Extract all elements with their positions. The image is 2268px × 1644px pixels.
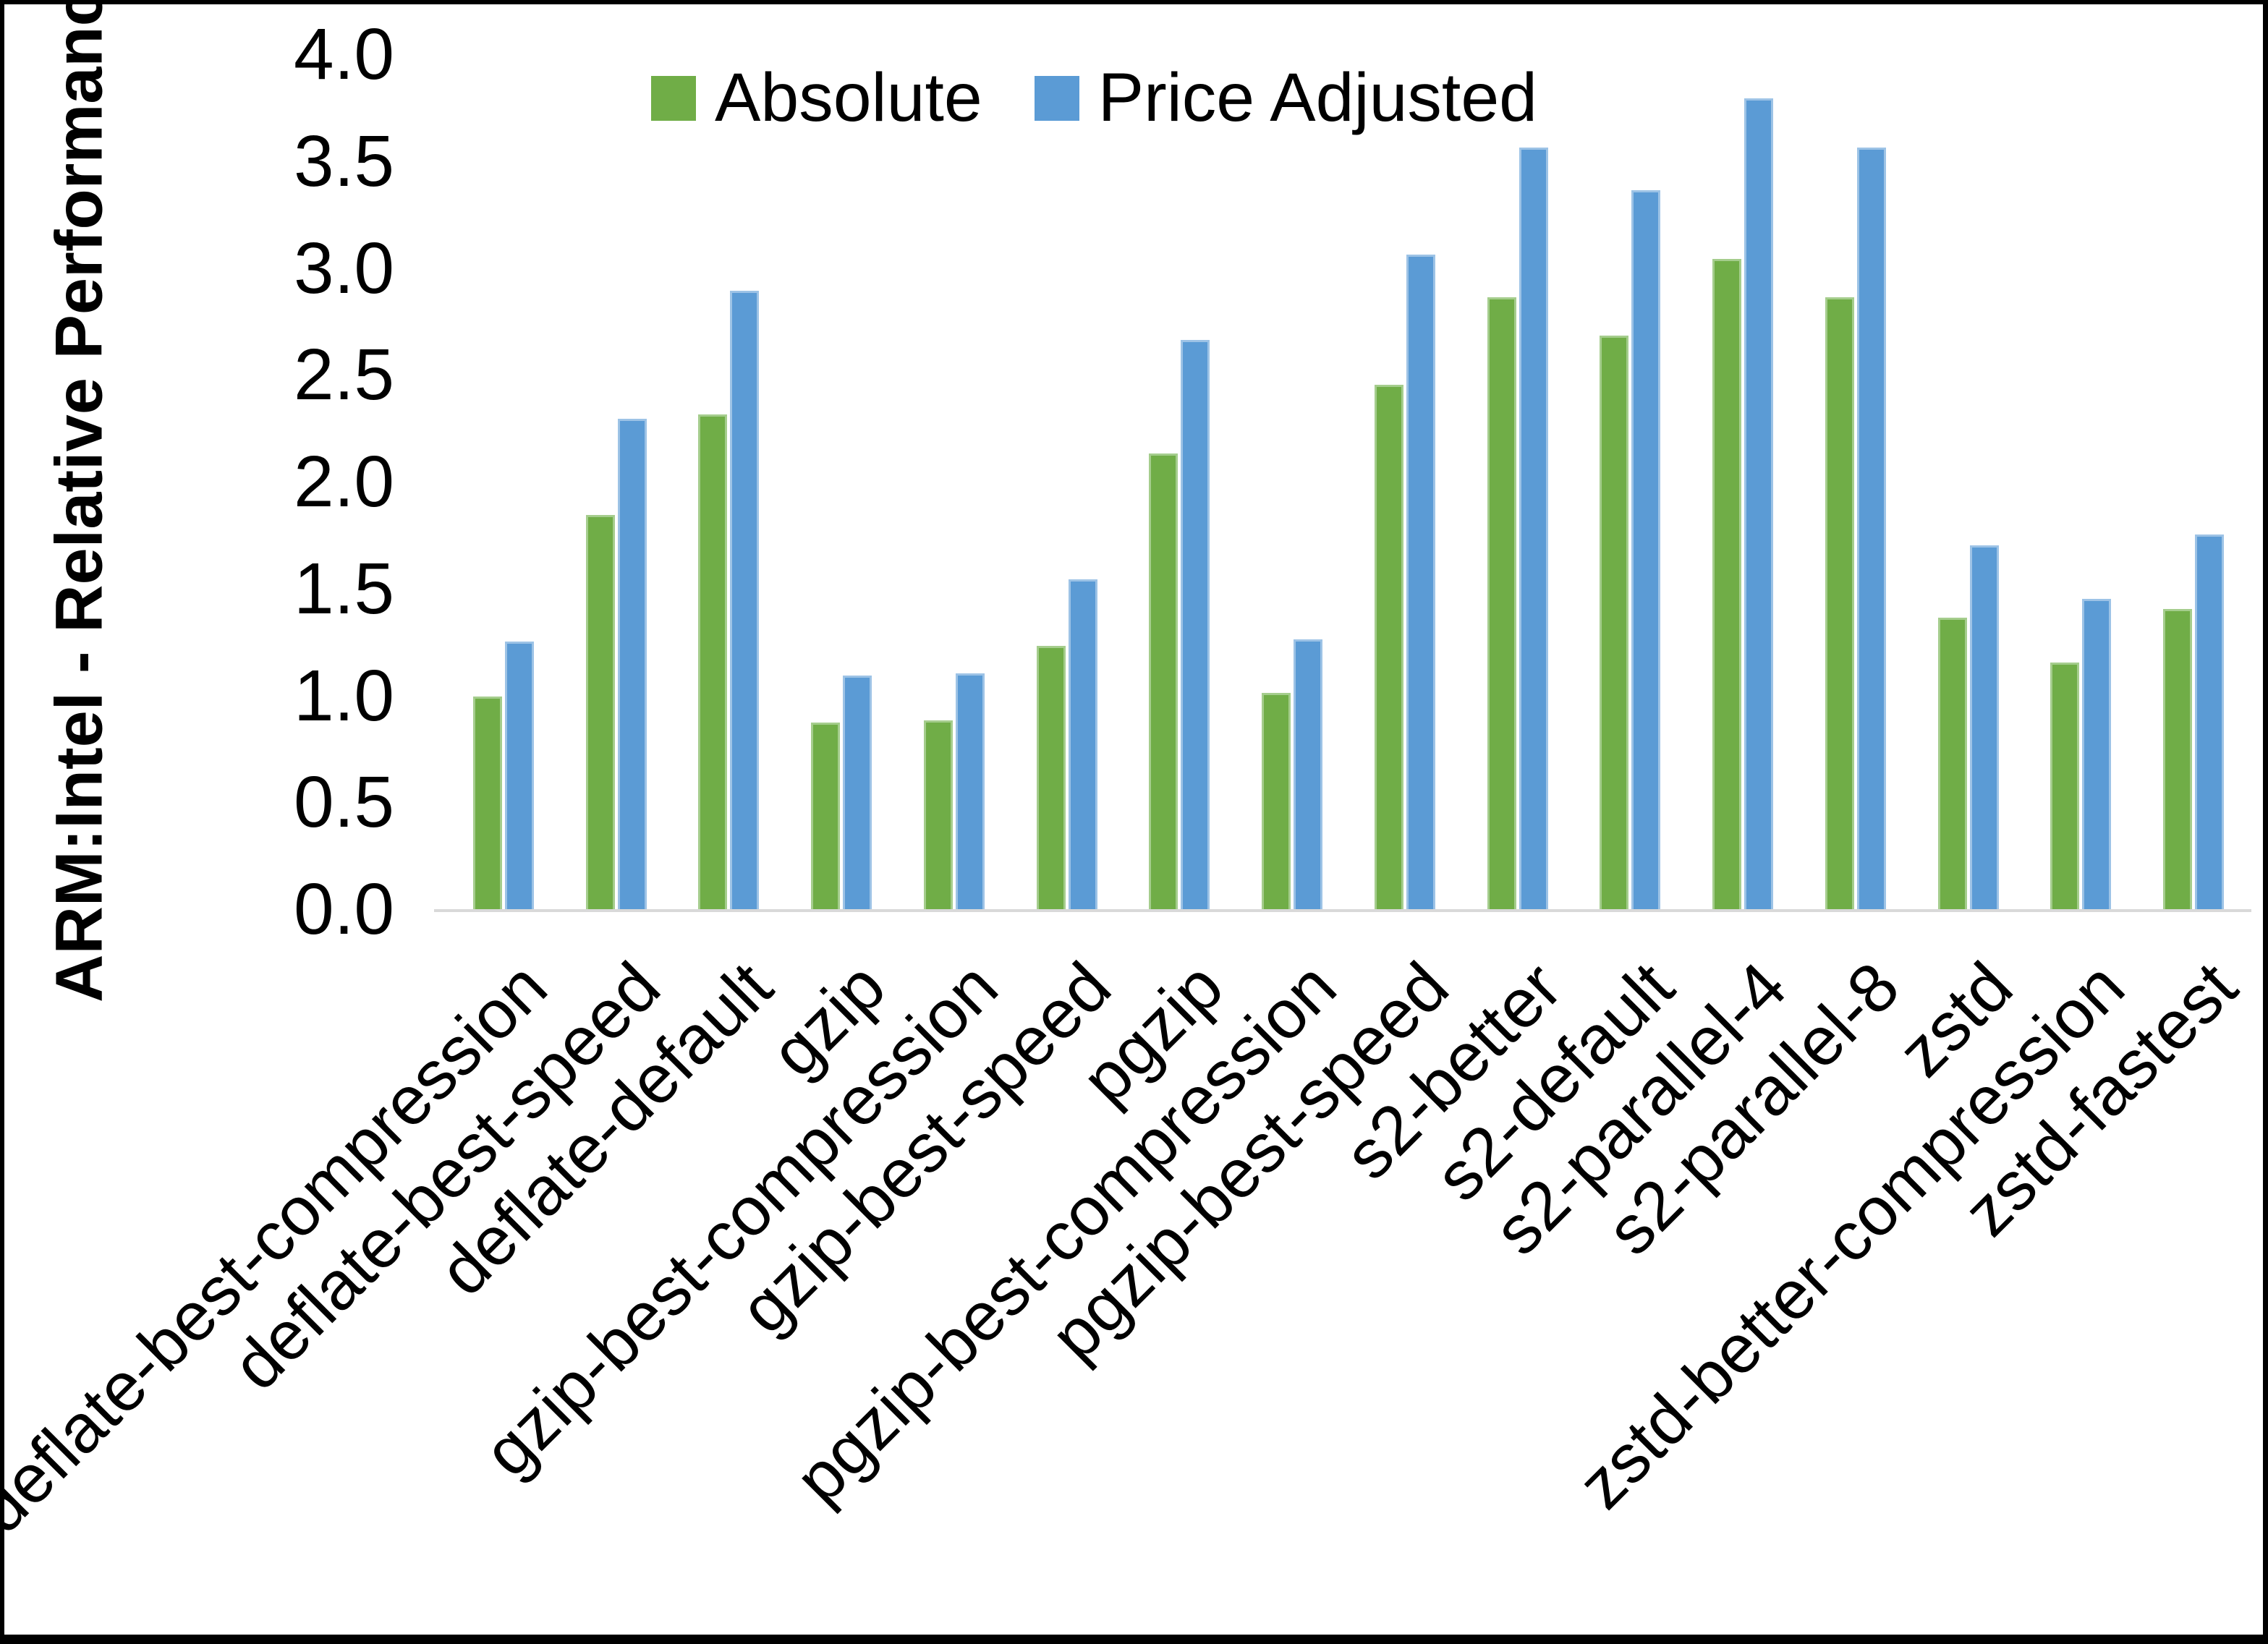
- bar-absolute-s2-better: [1487, 297, 1516, 911]
- y-tick-label-0.0: 0.0: [293, 869, 394, 950]
- y-tick-label-4.0: 4.0: [293, 14, 394, 95]
- y-tick-label-2.5: 2.5: [293, 334, 394, 415]
- frame-top: [0, 0, 2268, 4]
- bar-absolute-s2-default: [1600, 336, 1628, 911]
- plot-area: [447, 56, 2250, 911]
- bar-absolute-s2-parallel-4: [1712, 259, 1741, 911]
- bar-price-adjusted-pgzip-best-speed: [1406, 255, 1435, 911]
- frame-right: [2263, 0, 2268, 1644]
- bar-price-adjusted-gzip-best-compression: [956, 673, 985, 911]
- bar-price-adjusted-zstd-fastest: [2195, 534, 2224, 911]
- bar-price-adjusted-s2-parallel-4: [1744, 98, 1773, 911]
- y-tick-label-3.0: 3.0: [293, 228, 394, 309]
- bar-price-adjusted-deflate-best-compression: [505, 642, 534, 911]
- bar-price-adjusted-deflate-default: [730, 291, 759, 911]
- y-axis-title: ARM:Intel - Relative Performance: [42, 0, 116, 1002]
- bar-absolute-zstd-better-compression: [2050, 663, 2079, 911]
- y-tick-label-3.5: 3.5: [293, 121, 394, 202]
- legend-swatch-absolute-icon: [651, 75, 696, 121]
- bar-price-adjusted-gzip: [843, 676, 872, 911]
- y-tick-label-2.0: 2.0: [293, 441, 394, 522]
- legend-item-price-adjusted: Price Adjusted: [1034, 59, 1537, 136]
- frame-bottom: [0, 1635, 2268, 1644]
- y-tick-label-1.5: 1.5: [293, 548, 394, 629]
- bar-price-adjusted-s2-default: [1631, 190, 1660, 911]
- bar-absolute-gzip: [811, 723, 840, 911]
- y-tick-label-0.5: 0.5: [293, 762, 394, 843]
- legend-swatch-price-adjusted-icon: [1034, 75, 1079, 121]
- bar-absolute-deflate-best-compression: [473, 697, 502, 911]
- x-axis-line: [434, 909, 2251, 912]
- bar-absolute-zstd: [1938, 618, 1967, 911]
- bar-absolute-deflate-default: [698, 414, 727, 911]
- bar-absolute-pgzip: [1149, 453, 1178, 911]
- bar-absolute-pgzip-best-speed: [1375, 385, 1403, 911]
- bar-price-adjusted-zstd: [1970, 545, 1999, 911]
- bar-absolute-gzip-best-compression: [924, 720, 953, 911]
- bar-price-adjusted-zstd-better-compression: [2082, 599, 2111, 911]
- bar-price-adjusted-s2-better: [1519, 148, 1548, 911]
- frame-left: [0, 0, 4, 1644]
- y-tick-label-1.0: 1.0: [293, 655, 394, 736]
- bar-price-adjusted-s2-parallel-8: [1857, 148, 1886, 911]
- bar-absolute-deflate-best-speed: [586, 515, 615, 911]
- bar-absolute-zstd-fastest: [2163, 609, 2192, 911]
- bar-price-adjusted-gzip-best-speed: [1069, 579, 1097, 911]
- legend-label-price-adjusted: Price Adjusted: [1097, 59, 1537, 136]
- bar-price-adjusted-pgzip-best-compression: [1294, 639, 1322, 911]
- bar-absolute-pgzip-best-compression: [1262, 693, 1291, 911]
- bar-absolute-gzip-best-speed: [1037, 646, 1066, 911]
- legend: Absolute Price Adjusted: [651, 64, 1537, 132]
- bar-price-adjusted-pgzip: [1181, 340, 1210, 911]
- bar-price-adjusted-deflate-best-speed: [618, 419, 647, 911]
- legend-item-absolute: Absolute: [651, 64, 982, 132]
- bar-absolute-s2-parallel-8: [1825, 297, 1854, 911]
- legend-label-absolute: Absolute: [715, 59, 982, 136]
